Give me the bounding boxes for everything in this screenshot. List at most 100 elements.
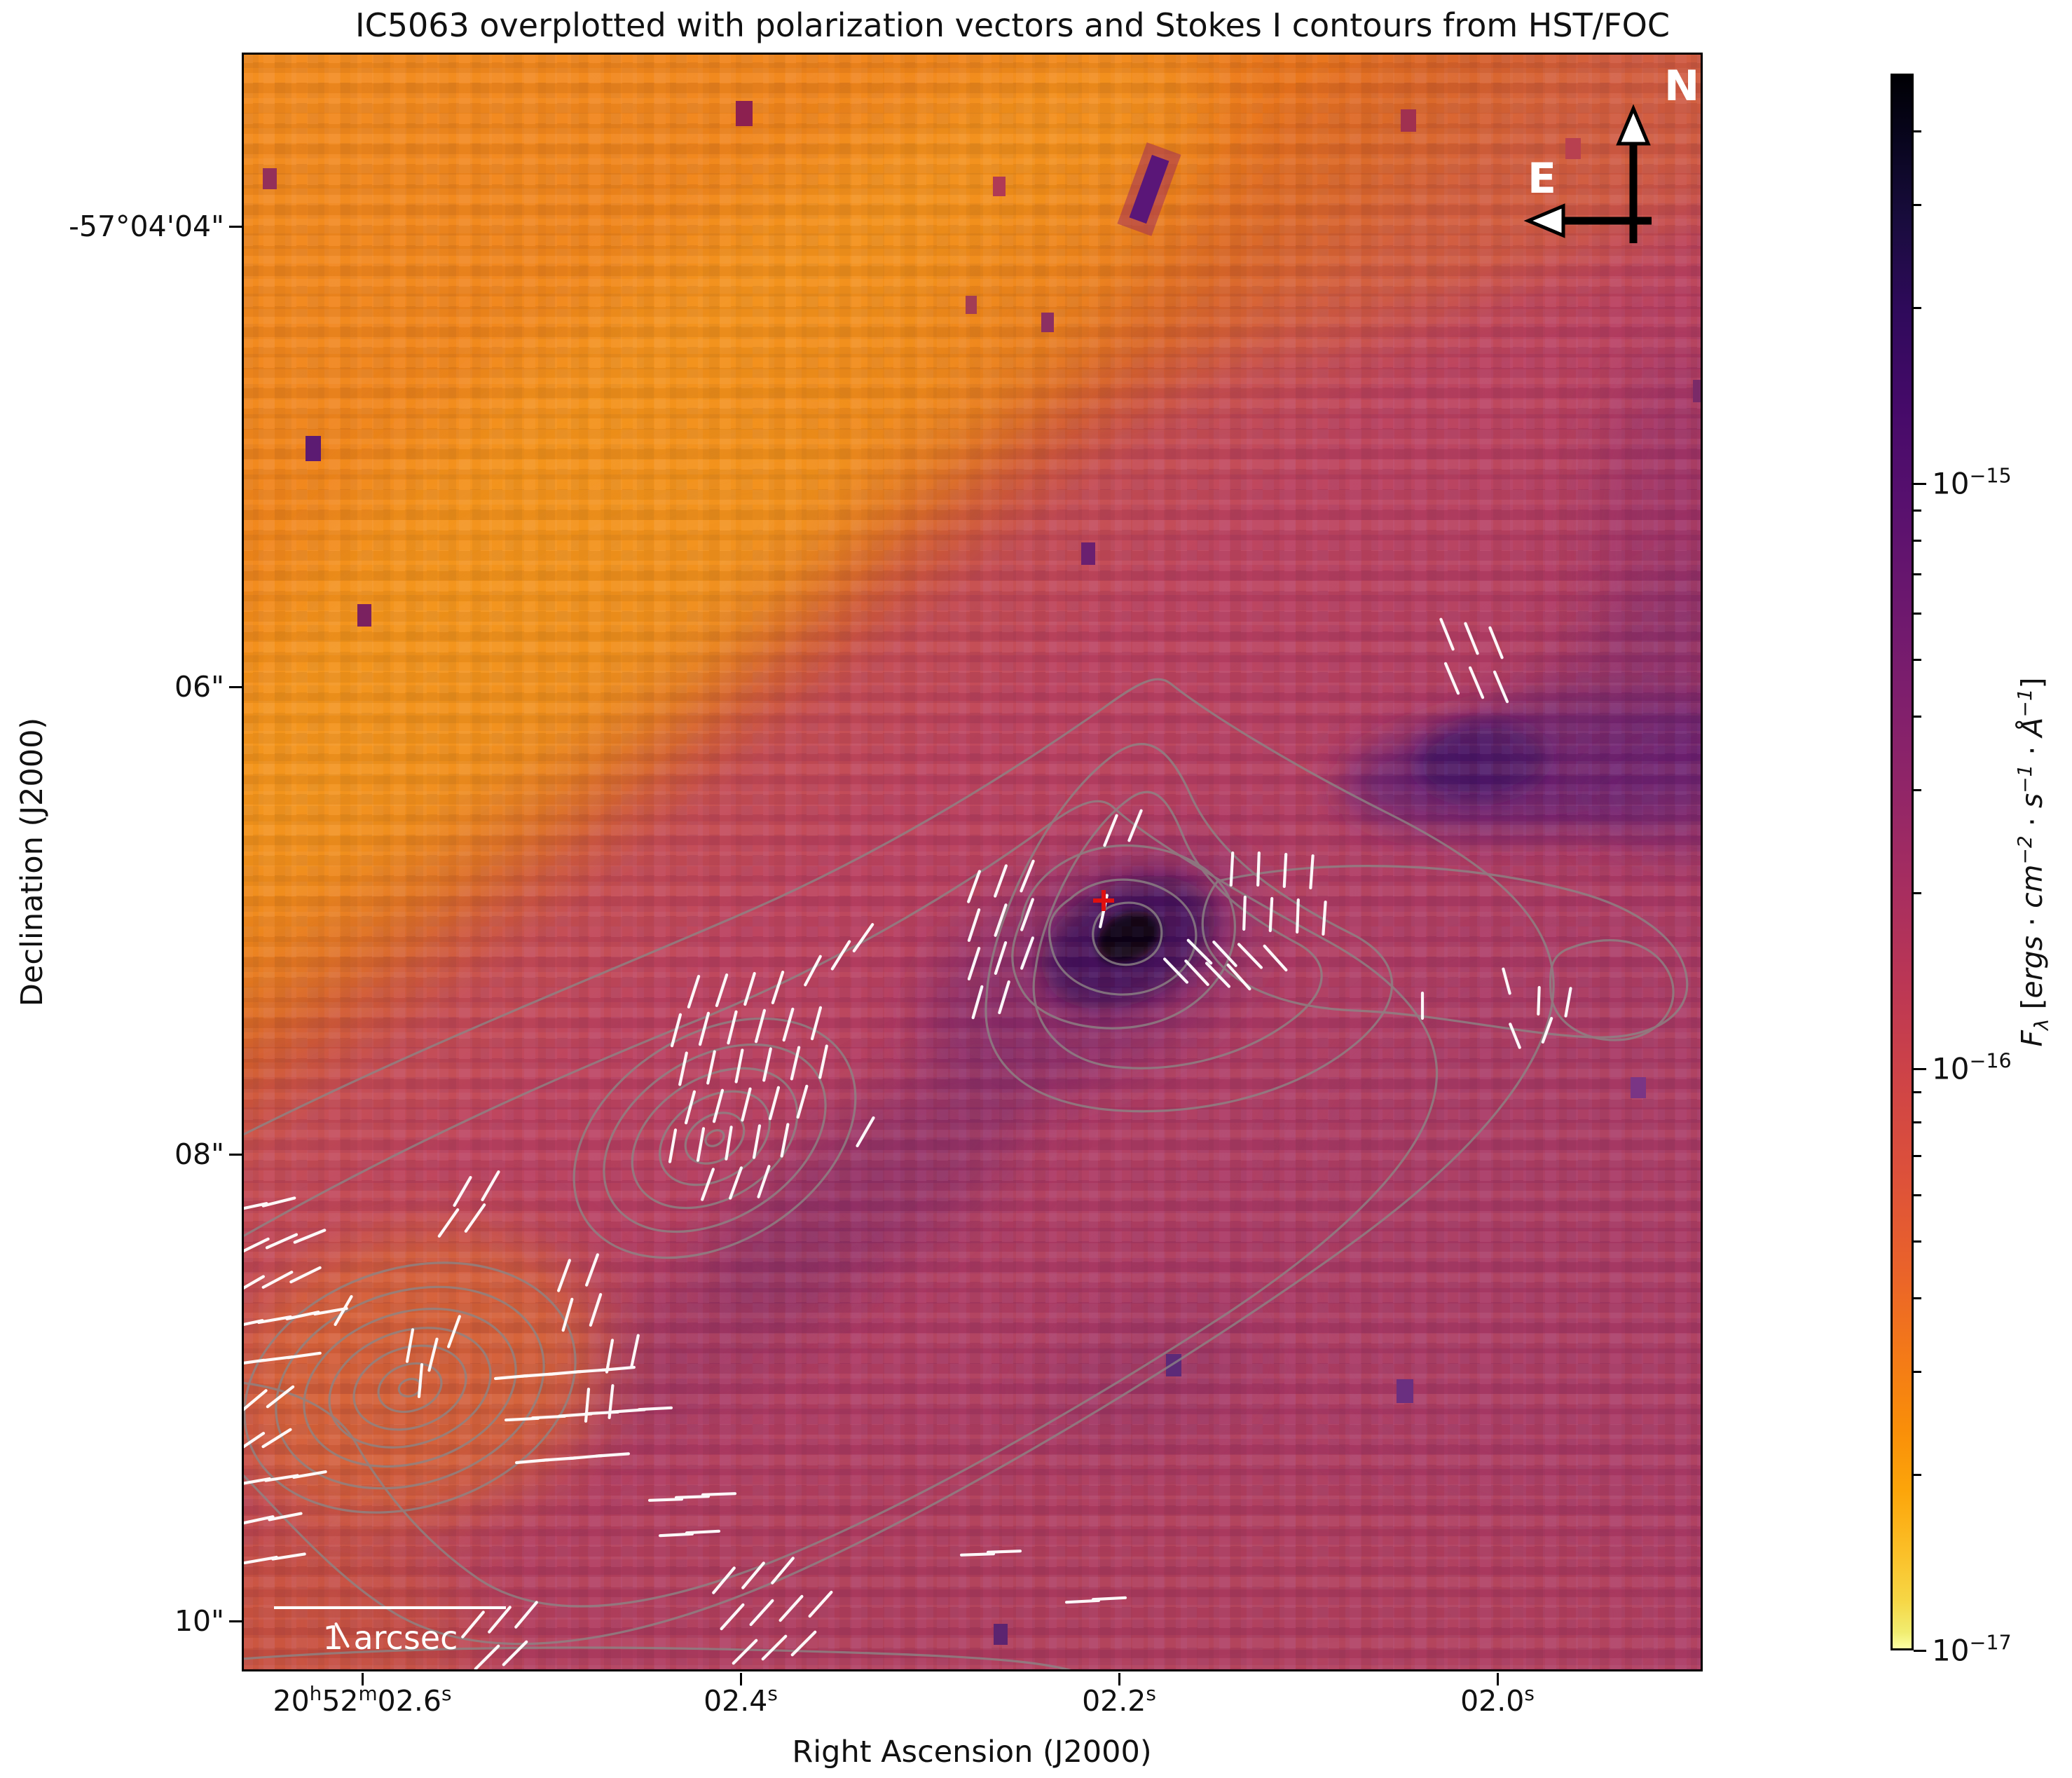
- polarization-vector: [771, 971, 785, 1004]
- colorbar-tick-label: 10−15: [1932, 464, 2012, 501]
- text-part: 52: [322, 1684, 359, 1718]
- polarization-vector: [238, 1237, 270, 1255]
- polarization-vector: [752, 1124, 762, 1159]
- polarization-vector: [1443, 662, 1460, 695]
- colorbar-minor-tick: [1914, 1121, 1921, 1123]
- colorbar-minor-tick: [1914, 1371, 1921, 1373]
- colorbar-minor-tick: [1914, 659, 1921, 661]
- polarization-vector: [808, 1590, 833, 1618]
- polarization-vector: [243, 1555, 278, 1565]
- point-source: [993, 177, 1006, 196]
- polarization-vector: [706, 1050, 716, 1085]
- polarization-vector: [1091, 1596, 1127, 1601]
- polarization-vector: [1103, 814, 1118, 847]
- y-tick-label: -57°04'04": [69, 210, 224, 243]
- contour-ring: [243, 1261, 577, 1514]
- y-tick-label: 06": [174, 670, 224, 704]
- polarization-vector: [561, 1297, 574, 1332]
- point-source: [306, 436, 321, 461]
- polarization-vector: [474, 1644, 500, 1671]
- polarization-vector: [589, 1293, 603, 1327]
- polarization-vector: [734, 1048, 744, 1083]
- polarization-vector: [585, 1253, 599, 1287]
- polarization-vector: [967, 947, 981, 980]
- polarization-vector: [967, 870, 981, 903]
- polarization-vector: [261, 1271, 294, 1289]
- polarization-vector: [287, 1351, 322, 1360]
- text-part: [: [2015, 998, 2049, 1019]
- contour-ring: [572, 1017, 857, 1259]
- colorbar-major-tick: [1914, 483, 1926, 485]
- pixel-noise: [242, 53, 1703, 1671]
- colorbar-minor-tick: [1914, 1474, 1921, 1476]
- compass: NE: [1523, 62, 1699, 243]
- polarization-vector: [698, 1011, 711, 1046]
- polarization-vector: [261, 1428, 292, 1449]
- polarization-vector: [790, 1630, 817, 1657]
- polarization-vector: [796, 1084, 809, 1119]
- north-arrow-icon: [1616, 104, 1651, 146]
- polarization-vector: [1020, 936, 1034, 970]
- polarization-vector: [729, 1166, 743, 1200]
- colorbar-minor-tick: [1914, 510, 1921, 512]
- colorbar-unit-label: Fλ [ergs · cm−2 · s−1 · Å−1]: [2012, 677, 2053, 1046]
- polarization-vector: [762, 1047, 772, 1082]
- contour-path: [1048, 878, 1198, 996]
- polarization-vector: [1212, 941, 1237, 967]
- polarization-vector: [771, 1557, 795, 1585]
- text-part: s: [1146, 1681, 1156, 1705]
- polarization-vector: [1537, 985, 1541, 1016]
- figure-title: IC5063 overplotted with polarization vec…: [355, 6, 1670, 44]
- x-axis-label: Right Ascension (J2000): [792, 1735, 1152, 1770]
- polarization-vector: [741, 1561, 765, 1589]
- point-source: [357, 604, 371, 627]
- text-part: −1: [2012, 688, 2036, 718]
- polarization-vector: [268, 1512, 303, 1521]
- contour-ring: [303, 1307, 517, 1468]
- polarization-vector: [725, 1126, 733, 1161]
- polarization-vector: [1020, 859, 1035, 893]
- contour-path: [1549, 939, 1675, 1041]
- x-tick-mark: [362, 1673, 364, 1685]
- polarization-vector: [780, 1123, 790, 1158]
- heatmap-canvas: 1 arcsec NE: [51, 0, 2003, 1770]
- polarization-vector: [261, 1196, 296, 1208]
- text-part: ·: [2015, 808, 2049, 836]
- colorbar-minor-tick: [1914, 1091, 1921, 1093]
- polarization-vector: [818, 1044, 828, 1079]
- polarization-vector: [1322, 900, 1327, 936]
- contour-ring: [659, 1090, 771, 1187]
- polarization-vector: [240, 1515, 275, 1525]
- polarization-vector: [1309, 854, 1315, 890]
- text-part: s: [2015, 793, 2049, 809]
- text-part: h: [309, 1681, 322, 1705]
- text-part: 02.6: [377, 1684, 441, 1718]
- contour-path: [984, 743, 1394, 1113]
- polarization-vector: [1464, 622, 1479, 655]
- polarization-vector: [971, 985, 984, 1020]
- polarization-vector: [1205, 962, 1231, 988]
- polarization-vector: [830, 940, 851, 971]
- polarization-vector: [804, 955, 822, 987]
- text-part: 10: [1932, 1051, 1970, 1086]
- polarization-vector: [265, 1233, 299, 1250]
- contour-ring: [704, 1129, 725, 1147]
- colorbar-minor-tick: [1914, 1194, 1921, 1196]
- polarization-vector: [685, 1529, 721, 1535]
- point-source: [994, 1624, 1008, 1645]
- colorbar-minor-tick: [1914, 1297, 1921, 1299]
- polarization-vector: [630, 1334, 640, 1369]
- polarization-vector: [768, 1086, 781, 1121]
- polarization-vector: [1229, 851, 1235, 887]
- text-part: 20: [273, 1684, 310, 1718]
- polarization-vector: [727, 1010, 738, 1045]
- polarization-vector: [293, 1229, 327, 1244]
- colorbar-major-tick: [1914, 1650, 1926, 1652]
- point-source: [1166, 1354, 1181, 1376]
- polarization-vector: [437, 1208, 460, 1238]
- y-tick-mark: [229, 686, 242, 688]
- scalebar-label: 1 arcsec: [323, 1619, 458, 1657]
- contour-path: [1092, 901, 1163, 966]
- text-part: 10: [1932, 466, 1970, 501]
